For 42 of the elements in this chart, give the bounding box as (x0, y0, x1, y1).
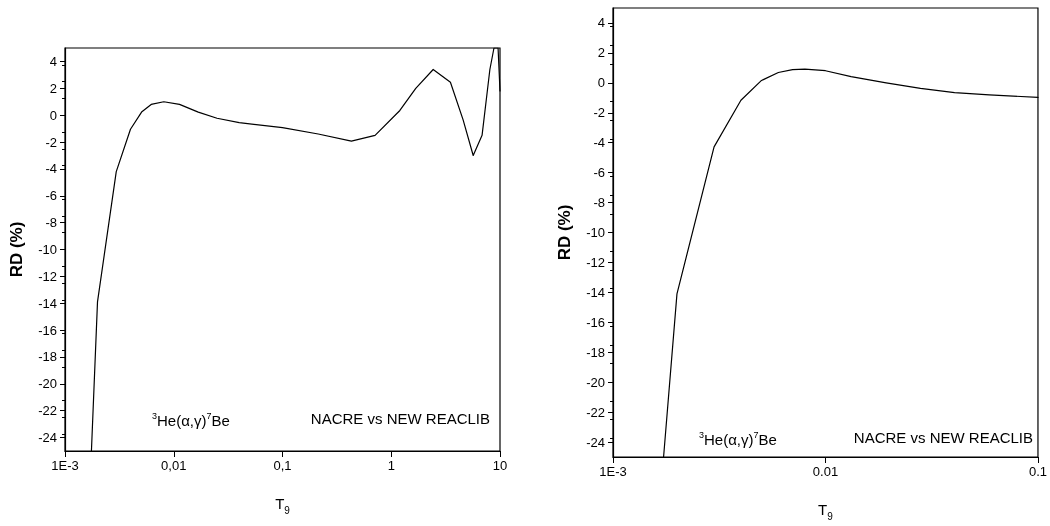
x-tick-label: 0,1 (273, 458, 292, 473)
x-tick-label: 0.1 (1028, 464, 1047, 479)
y-tick-label: 0 (49, 107, 57, 123)
y-tick-label: 4 (49, 53, 57, 69)
y-tick-label: 4 (597, 15, 605, 31)
y-tick-label: -4 (593, 135, 605, 151)
y-tick-label: 2 (597, 45, 605, 61)
y-tick-label: -20 (38, 376, 57, 392)
y-tick-label: -8 (45, 215, 57, 231)
x-tick-label: 1E-3 (51, 458, 79, 473)
y-tick-label: -8 (593, 195, 605, 211)
y-tick-label: -18 (38, 349, 57, 365)
y-tick-label: -22 (586, 404, 605, 420)
x-tick-label: 0.01 (812, 464, 839, 479)
y-tick-label: -24 (586, 434, 605, 450)
y-tick-label: -6 (45, 188, 57, 204)
x-tick-label: 1E-3 (599, 464, 627, 479)
annotation: NACRE vs NEW REACLIB (853, 429, 1034, 446)
y-tick-label: -12 (586, 254, 605, 270)
y-tick-label: -22 (38, 403, 57, 419)
y-tick-label: -10 (38, 242, 57, 257)
y-tick-label: -18 (586, 344, 605, 360)
y-axis-title: RD (%) (7, 221, 26, 278)
y-tick-label: -20 (586, 374, 605, 390)
y-tick-label: -12 (38, 268, 57, 284)
y-tick-label: -14 (38, 295, 57, 311)
y-tick-label: 0 (597, 75, 605, 91)
y-tick-label: -16 (38, 322, 57, 338)
x-tick-label: 10 (492, 458, 508, 473)
annotation: NACRE vs NEW REACLIB (310, 410, 491, 427)
y-tick-label: -24 (38, 430, 57, 446)
y-tick-label: 2 (49, 80, 57, 96)
x-tick-label: 0,01 (161, 458, 187, 473)
y-tick-label: -6 (593, 165, 605, 181)
y-tick-label: -4 (45, 161, 57, 177)
y-tick-label: -2 (593, 105, 605, 121)
y-tick-label: -14 (586, 284, 605, 300)
y-axis-title: RD (%) (555, 204, 574, 261)
y-tick-label: -10 (586, 225, 605, 240)
x-tick-label: 1 (387, 458, 395, 473)
y-tick-label: -2 (45, 134, 57, 150)
y-tick-label: -16 (586, 314, 605, 330)
